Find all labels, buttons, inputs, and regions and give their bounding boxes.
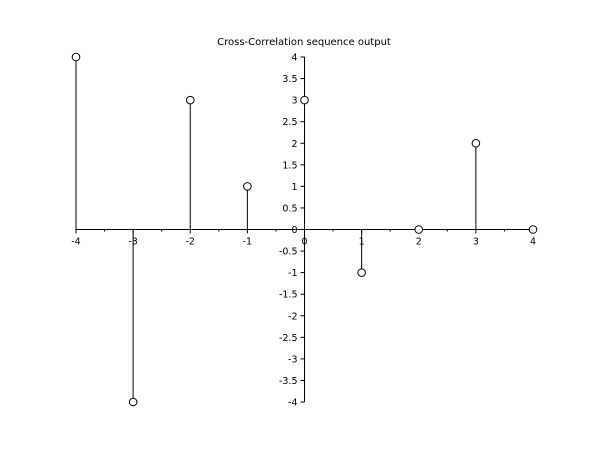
stem-marker xyxy=(128,397,138,407)
axes xyxy=(75,56,534,403)
y-tick-label: -4 xyxy=(288,398,297,409)
x-tick-label: -1 xyxy=(243,237,252,248)
y-tick-label: 1 xyxy=(291,182,297,193)
x-tick-label: -2 xyxy=(186,237,195,248)
x-tick-label: 2 xyxy=(416,237,422,248)
stem-markers xyxy=(71,52,538,407)
y-tick-label: -0.5 xyxy=(279,247,298,258)
y-tick-label: 2.5 xyxy=(282,117,297,128)
tick-labels: -4 -3 -2 -1 0 1 2 3 4-4-3.5-3-2.5-2-1.5-1-0.500.… xyxy=(71,53,536,409)
x-tick-label: 0 xyxy=(301,237,307,248)
y-tick-label: 3.5 xyxy=(282,74,297,85)
y-tick-label: -3 xyxy=(288,354,297,365)
stem-marker xyxy=(471,138,481,148)
stem-marker xyxy=(300,95,309,105)
stem-marker xyxy=(414,225,424,234)
stem-marker xyxy=(243,182,252,191)
x-tick-label: 3 xyxy=(473,237,479,248)
x-tick-label: 1 xyxy=(359,237,365,248)
y-tick-label: 0 xyxy=(291,225,297,236)
y-tick-label: -2.5 xyxy=(279,333,298,344)
y-tick-label: -3.5 xyxy=(279,376,298,387)
y-tick-label: 2 xyxy=(291,139,297,150)
stem-marker xyxy=(528,225,538,234)
y-tick-label: 1.5 xyxy=(282,160,297,171)
y-tick-label: 3 xyxy=(291,96,297,107)
y-tick-label: -1 xyxy=(288,268,297,279)
y-tick-label: -1.5 xyxy=(279,290,298,301)
y-tick-label: -2 xyxy=(288,311,297,322)
x-tick-label: 4 xyxy=(530,237,536,248)
stem-marker xyxy=(357,268,366,277)
y-tick-label: 4 xyxy=(291,53,297,64)
stem-marker xyxy=(185,95,195,105)
x-tick-label: -4 xyxy=(71,237,80,248)
stem-marker xyxy=(71,52,81,62)
x-tick-label: -3 xyxy=(128,237,137,248)
chart-title: Cross-Correlation sequence output xyxy=(217,37,391,48)
y-tick-label: 0.5 xyxy=(282,203,297,214)
